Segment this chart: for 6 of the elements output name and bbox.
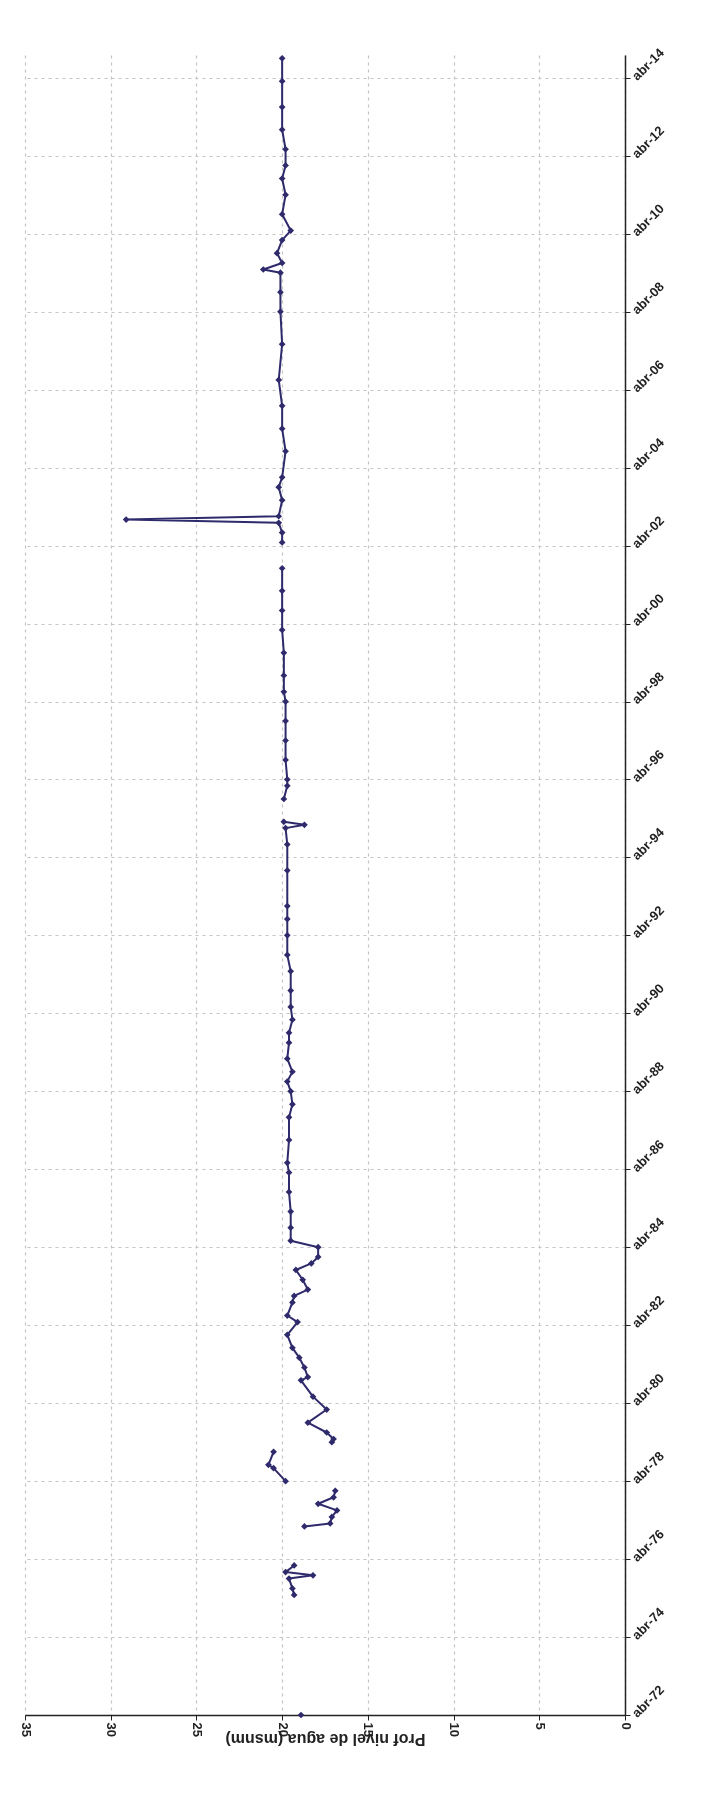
x-tick-label: 30	[104, 1722, 120, 1737]
x-tick-label: 10	[447, 1722, 463, 1737]
x-tick-label: 35	[18, 1722, 34, 1737]
x-tick-label: 0	[618, 1722, 634, 1730]
x-tick-label: 25	[189, 1722, 205, 1737]
x-tick-label: 5	[532, 1722, 548, 1730]
